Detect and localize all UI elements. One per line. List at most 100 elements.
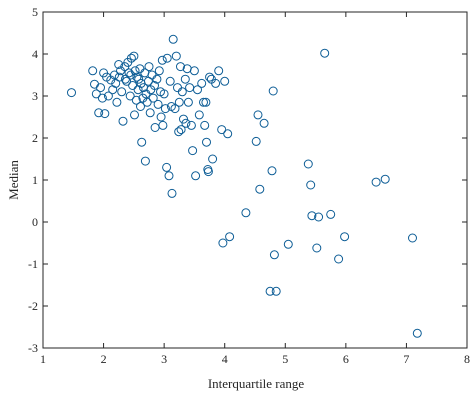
data-point — [271, 286, 281, 296]
data-point — [103, 91, 113, 101]
data-point — [314, 212, 324, 222]
data-point — [114, 60, 124, 69]
data-point — [312, 243, 322, 253]
data-point — [162, 162, 172, 172]
data-point — [241, 208, 251, 218]
data-point — [132, 72, 142, 82]
data-point — [199, 97, 208, 107]
x-axis-label: Interquartile range — [208, 376, 305, 391]
y-tick-label: -2 — [28, 299, 38, 313]
data-point — [67, 88, 76, 98]
y-tick-label: -3 — [28, 341, 38, 355]
data-point — [193, 85, 202, 95]
data-point — [185, 83, 195, 93]
data-point — [122, 76, 132, 86]
data-point — [135, 64, 145, 74]
data-point — [118, 116, 128, 126]
data-point — [142, 97, 152, 107]
data-point — [201, 97, 211, 107]
data-point — [137, 137, 147, 147]
data-point — [130, 110, 139, 120]
data-point — [88, 66, 98, 76]
data-point — [110, 70, 119, 80]
data-point — [208, 154, 218, 164]
data-point — [205, 72, 215, 82]
data-point — [140, 156, 150, 166]
data-point — [283, 239, 293, 249]
y-tick-label: 4 — [32, 47, 38, 61]
data-point — [153, 99, 163, 109]
data-point — [380, 174, 390, 184]
data-point — [125, 91, 135, 101]
y-tick-label: 0 — [32, 215, 38, 229]
data-point — [131, 95, 141, 105]
data-point — [200, 120, 210, 130]
data-point — [176, 125, 186, 135]
data-point — [160, 104, 170, 114]
data-point — [96, 83, 105, 93]
x-tick-label: 3 — [161, 352, 167, 366]
y-tick-label: 3 — [32, 89, 38, 103]
data-point — [159, 89, 169, 99]
data-point — [183, 97, 193, 107]
data-point — [217, 125, 227, 135]
data-point — [211, 78, 221, 88]
data-point — [186, 120, 196, 130]
data-point — [194, 110, 204, 120]
data-point — [150, 123, 160, 132]
data-point — [220, 76, 230, 86]
y-tick-labels: -3 -2 -1 0 1 2 3 4 5 — [28, 5, 38, 355]
data-point — [162, 53, 172, 63]
data-point — [148, 93, 158, 103]
data-point — [340, 232, 350, 242]
data-point — [269, 250, 279, 260]
x-tick-label: 4 — [222, 352, 228, 366]
data-point — [225, 232, 235, 242]
data-point — [171, 51, 181, 61]
data-point — [203, 167, 213, 177]
data-point — [177, 87, 187, 97]
y-axis-label: Median — [6, 160, 21, 200]
data-point — [156, 112, 166, 122]
data-point — [408, 233, 417, 243]
data-point — [91, 89, 101, 99]
data-point — [94, 108, 104, 118]
data-point — [157, 55, 167, 65]
data-point — [114, 72, 124, 82]
data-point — [97, 93, 107, 103]
data-point — [117, 87, 127, 97]
data-point — [251, 136, 261, 146]
data-point — [112, 97, 122, 107]
data-point — [174, 127, 184, 137]
data-point — [189, 66, 199, 76]
data-point — [147, 70, 157, 80]
data-point — [180, 74, 190, 84]
data-point — [191, 171, 201, 181]
data-point — [223, 129, 233, 139]
data-point — [126, 53, 136, 63]
data-point — [197, 78, 207, 88]
tick-marks — [42, 11, 468, 349]
plot-frame — [42, 11, 468, 349]
data-points — [67, 34, 422, 338]
data-point — [181, 118, 191, 128]
x-tick-label: 5 — [282, 352, 288, 366]
data-point — [129, 51, 139, 61]
data-point — [144, 62, 154, 72]
axes — [42, 11, 468, 349]
x-tick-label: 7 — [403, 352, 409, 366]
data-point — [334, 254, 344, 264]
data-point — [158, 120, 168, 130]
data-point — [412, 328, 422, 338]
data-point — [174, 97, 184, 107]
data-point — [265, 286, 275, 296]
data-point — [145, 108, 155, 118]
data-point — [90, 79, 99, 89]
data-point — [168, 34, 178, 44]
data-point — [188, 146, 198, 156]
data-point — [267, 166, 277, 176]
data-point — [150, 81, 159, 90]
data-point — [268, 86, 278, 96]
data-point — [218, 238, 228, 248]
